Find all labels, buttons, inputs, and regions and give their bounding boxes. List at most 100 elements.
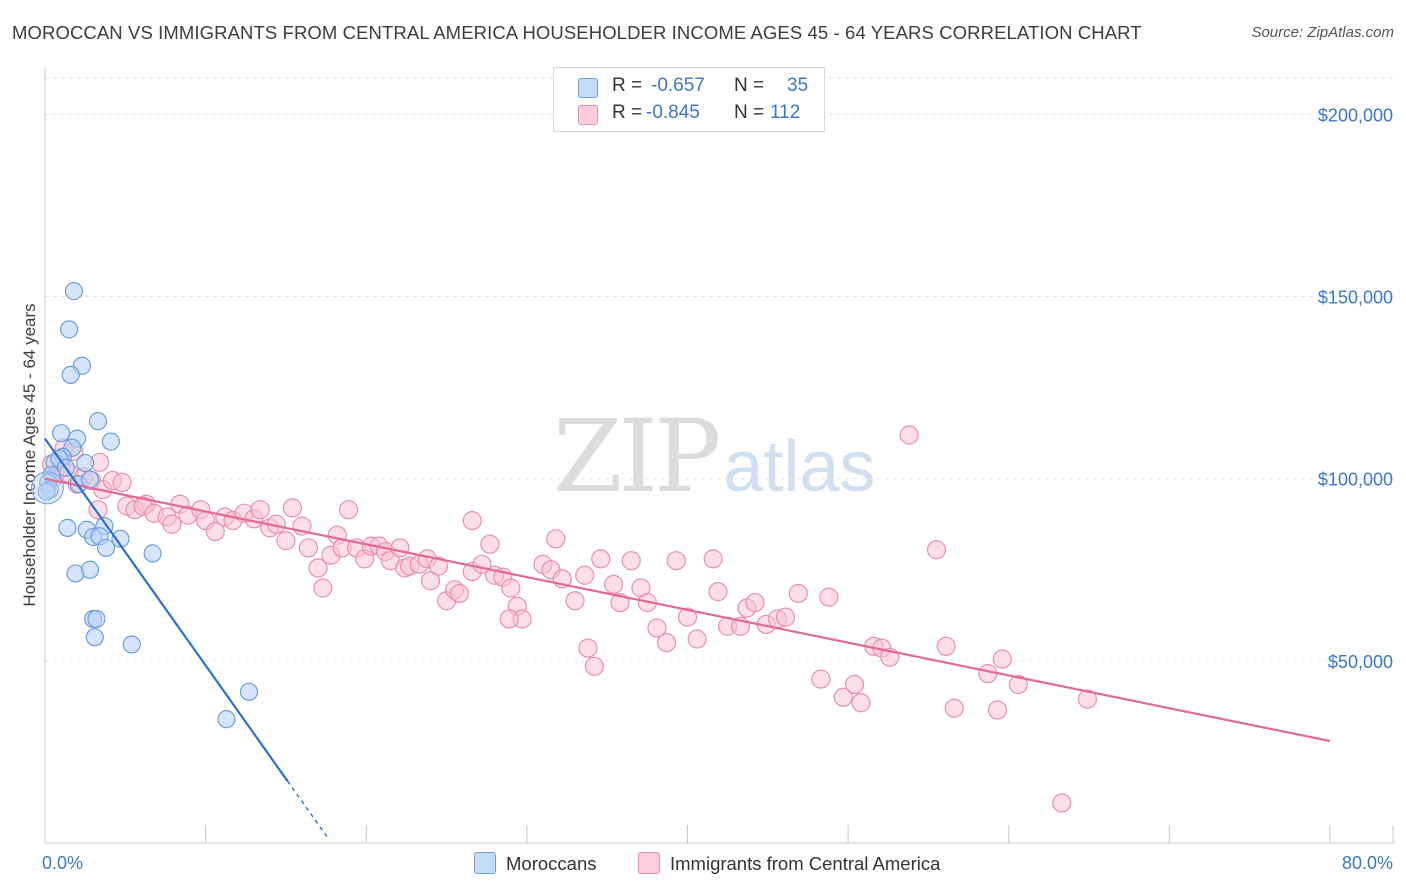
x-tick-label: 80.0% [1342,853,1393,873]
central-america-point [708,582,728,602]
central-america-point [575,565,595,585]
legend-item-moroccans: Moroccans [474,852,596,875]
central-america-point [501,578,521,598]
chart-title: MOROCCAN VS IMMIGRANTS FROM CENTRAL AMER… [12,22,1142,43]
central-america-point [621,551,641,571]
central-america-point [775,607,796,627]
central-america-point [745,592,765,613]
central-america-point [162,514,182,534]
central-america-swatch-icon [578,105,598,125]
moroccan-point [59,320,79,339]
moroccan-point [111,529,130,548]
x-tick-label: 0.0% [42,853,83,873]
central-america-point [578,638,598,658]
legend-n-value: 112 [770,102,801,123]
y-tick-label: $100,000 [1318,470,1393,490]
moroccan-point [76,453,95,473]
series-legend: Moroccans Immigrants from Central Americ… [0,852,1406,878]
central-america-point [88,500,108,520]
legend-n-value: 35 [787,75,809,96]
central-america-point [1052,793,1072,813]
legend-item-central-america: Immigrants from Central America [638,852,940,875]
moroccan-point [37,482,56,501]
central-america-point [584,656,604,676]
central-america-point [936,636,956,656]
central-america-point [604,574,624,594]
central-america-point [833,687,853,707]
central-america-trend-line [44,477,1331,743]
central-america-point [428,556,449,576]
central-america-swatch-icon [638,852,660,874]
central-america-point [677,607,698,627]
central-america-point [992,649,1012,669]
central-america-point [687,629,707,649]
legend-r-value: -0.657 [651,75,705,96]
central-america-point [657,633,677,653]
central-america-point [282,498,302,518]
legend-item-label: Immigrants from Central America [670,853,941,874]
central-america-point [276,531,296,551]
central-america-point [844,674,865,695]
moroccan-point [122,635,141,654]
y-tick-label: $150,000 [1318,288,1393,308]
moroccans-swatch-icon [474,852,496,874]
moroccan-trend-line [44,438,289,782]
moroccan-point [143,544,162,563]
central-america-point [703,549,723,569]
correlation-legend: R = -0.657 N = 35 R = -0.845 N = 112 [553,67,825,132]
central-america-point [298,538,319,558]
central-america-point [462,511,482,531]
moroccan-point [80,470,100,489]
central-america-point [546,529,566,549]
central-america-point [899,425,919,445]
central-america-point [308,558,328,578]
central-america-point [250,500,270,520]
moroccan-point [61,365,80,384]
moroccan-point [88,412,108,431]
central-america-point [1077,689,1098,709]
central-america-point [420,571,441,591]
moroccan-point [51,424,71,443]
y-tick-label: $200,000 [1318,105,1393,125]
y-tick-label: $50,000 [1328,652,1393,672]
central-america-point [978,664,998,684]
central-america-point [819,587,839,607]
legend-item-label: Moroccans [506,853,597,874]
moroccan-point [64,282,84,301]
central-america-point [1008,674,1028,695]
legend-r-label: R = [612,102,643,123]
central-america-point [647,618,667,638]
moroccan-point [58,518,77,537]
moroccan-point [96,538,116,558]
central-america-point [591,549,611,569]
moroccan-point [101,432,120,451]
moroccan-point [239,682,259,701]
legend-r-value: -0.845 [646,102,700,123]
legend-n-label: N = [734,75,765,96]
central-america-point [390,538,410,558]
central-america-point [851,693,871,713]
legend-r-label: R = [612,75,643,96]
central-america-point [112,472,132,492]
central-america-point [565,591,585,611]
moroccan-point [85,628,104,647]
central-america-point [788,583,808,604]
central-america-point [480,534,500,554]
moroccan-cluster-point [30,471,64,505]
central-america-point [313,578,333,598]
central-america-point [449,583,470,604]
central-america-point [499,609,519,629]
source-label: Source: ZipAtlas.com [1251,24,1394,41]
moroccan-point [217,710,236,729]
central-america-point [205,521,225,542]
moroccan-point [87,609,106,629]
legend-n-label: N = [734,102,765,123]
central-america-point [666,551,686,571]
moroccan-point [80,560,100,579]
central-america-point [944,698,964,718]
central-america-point [987,700,1008,720]
central-america-point [926,540,947,560]
central-america-point [338,500,359,520]
moroccans-swatch-icon [578,78,598,98]
